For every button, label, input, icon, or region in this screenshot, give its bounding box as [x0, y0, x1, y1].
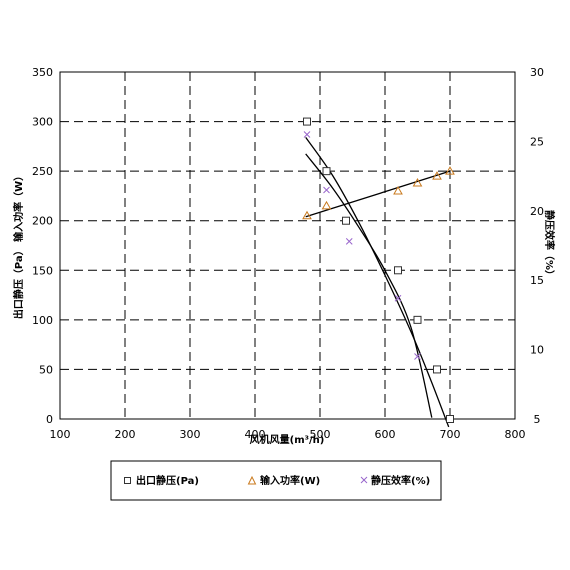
y-left-tick-label: 200 [32, 215, 53, 228]
y-left-tick-label: 0 [46, 413, 53, 426]
y-left-tick-label: 300 [32, 116, 53, 129]
x-tick-label: 400 [245, 428, 266, 441]
y-left-tick-label: 350 [32, 66, 53, 79]
y-right-tick-label: 30 [530, 66, 544, 79]
y-right-tick-label: 10 [530, 344, 544, 357]
legend-marker-square [124, 477, 131, 484]
y-left-tick-label: 150 [32, 264, 53, 277]
grid [60, 72, 515, 419]
legend-marker-cross [360, 476, 368, 484]
data-point-square [322, 167, 331, 176]
y-left-tick-label: 250 [32, 165, 53, 178]
legend-label-pressure: 出口静压(Pa) [136, 474, 199, 487]
data-point-square [303, 117, 311, 126]
x-tick-label: 700 [440, 428, 461, 441]
data-point-square [394, 266, 402, 275]
trend-line-series-0 [305, 137, 450, 428]
data-point-cross [394, 294, 402, 302]
data-point-cross [414, 353, 421, 360]
legend-box [110, 460, 442, 501]
y-axis-right-title: 静压效率（%） [543, 210, 556, 280]
data-point-triangle [432, 171, 442, 180]
y-left-tick-label: 100 [32, 314, 53, 327]
y-axis-left-title: 出口静压（Pa） 输入功率（W） [12, 171, 25, 319]
plot-frame [59, 71, 516, 420]
data-point-triangle [393, 185, 403, 195]
data-point-triangle [412, 178, 423, 187]
data-point-cross [303, 131, 311, 138]
trend-line-series-1 [305, 170, 451, 218]
legend: 出口静压(Pa) 输入功率(W) 静压效率(%) [110, 460, 442, 501]
y-left-tick-label: 50 [39, 363, 53, 376]
data-point-square [342, 216, 350, 225]
x-tick-label: 100 [50, 428, 71, 441]
legend-marker-triangle [247, 475, 257, 485]
x-tick-label: 200 [115, 428, 136, 441]
legend-label-power: 输入功率(W) [260, 474, 320, 487]
data-point-cross [323, 186, 330, 194]
trend-line-series-2 [305, 153, 433, 418]
series [302, 117, 455, 428]
legend-label-efficiency: 静压效率(%) [371, 474, 430, 487]
data-point-square [413, 315, 422, 324]
data-point-triangle [321, 200, 332, 210]
data-point-triangle [302, 210, 312, 220]
y-right-tick-label: 5 [534, 413, 541, 426]
data-point-cross [345, 237, 353, 245]
x-tick-label: 300 [180, 428, 201, 441]
y-right-tick-label: 15 [530, 274, 544, 287]
tick-labels: 100 200 300 400 500 600 700 800 0 50 100 150 200 250 3… [32, 66, 544, 441]
x-tick-label: 500 [310, 428, 331, 441]
data-point-square [433, 365, 441, 374]
y-right-tick-label: 20 [530, 205, 544, 218]
x-axis-title: 风机风量(m³/h) [250, 433, 325, 446]
data-point-square [446, 415, 454, 423]
x-tick-label: 600 [375, 428, 396, 441]
x-tick-label: 800 [505, 428, 526, 441]
y-right-tick-label: 25 [530, 135, 544, 148]
data-point-triangle [445, 166, 455, 175]
